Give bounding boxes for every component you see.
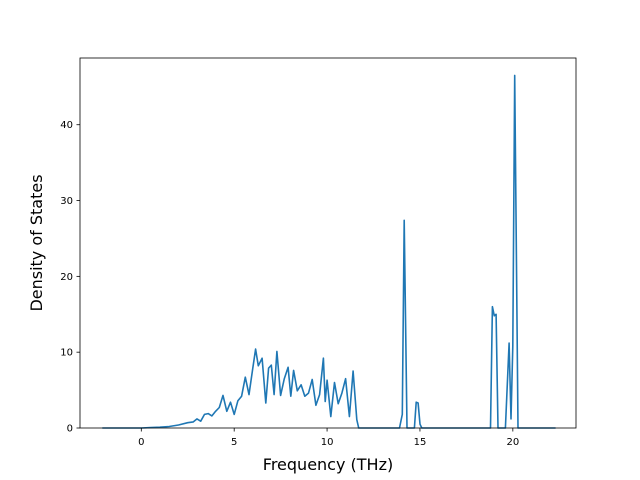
x-tick-label: 10: [321, 437, 334, 448]
dos-series-line: [102, 74, 556, 429]
y-tick-label: 40: [60, 120, 73, 131]
x-tick-label: 15: [414, 437, 427, 448]
y-tick-label: 20: [60, 272, 73, 283]
y-tick-label: 0: [67, 424, 73, 435]
x-tick-label: 5: [231, 437, 237, 448]
x-axis: 0 5 10 15 20: [138, 428, 519, 448]
y-axis-label: Density of States: [27, 174, 46, 311]
plot-area: [102, 74, 556, 429]
x-axis-label: Frequency (THz): [263, 455, 393, 474]
plot-background: [80, 58, 576, 428]
y-tick-label: 10: [60, 348, 73, 359]
plot-frame: [79, 57, 577, 429]
x-tick-label: 20: [506, 437, 519, 448]
y-axis: 0 10 20 30 40: [60, 120, 80, 435]
y-tick-label: 30: [60, 196, 73, 207]
x-tick-label: 0: [138, 437, 144, 448]
